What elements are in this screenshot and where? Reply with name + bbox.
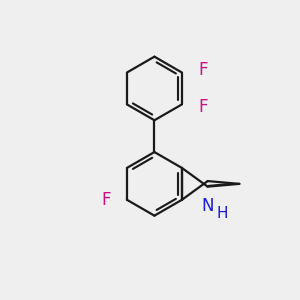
Text: F: F <box>198 61 208 79</box>
Text: F: F <box>101 191 111 209</box>
Text: N: N <box>201 197 214 215</box>
Text: F: F <box>198 98 208 116</box>
Text: H: H <box>217 206 228 221</box>
